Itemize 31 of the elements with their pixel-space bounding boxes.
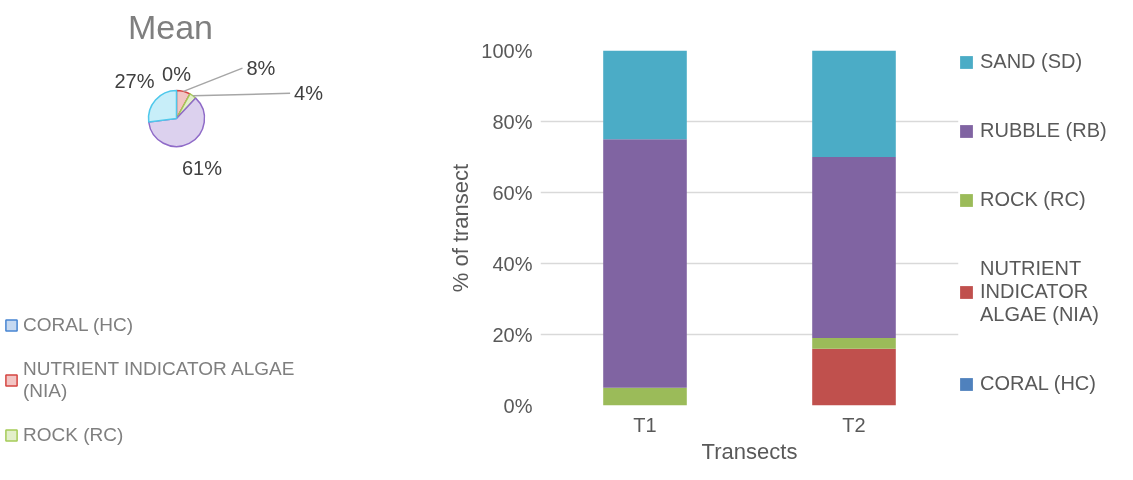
y-tick-label: 0% xyxy=(503,394,533,417)
bar xyxy=(812,338,896,349)
data-label: 27% xyxy=(114,70,155,93)
bar xyxy=(603,387,687,406)
bar xyxy=(603,50,687,140)
data-label: 4% xyxy=(294,82,324,105)
x-tick-label: T1 xyxy=(633,413,657,436)
legend-label: SAND (SD) xyxy=(980,50,1083,73)
bar xyxy=(812,348,896,406)
data-label: 61% xyxy=(181,157,223,180)
data-label: 8% xyxy=(246,57,276,80)
text: 0% xyxy=(162,62,191,85)
bar xyxy=(603,139,687,388)
y-tick-label: 100% xyxy=(481,39,533,62)
y-axis-title: % of transect xyxy=(448,163,474,293)
chart-title: Mean xyxy=(127,7,214,46)
bar xyxy=(812,157,896,339)
y-tick-label: 40% xyxy=(492,252,533,275)
x-axis-title: Transects xyxy=(701,438,798,464)
legend-label: NUTRIENT INDICATOR ALGAE (NIA) xyxy=(980,257,1099,326)
bar xyxy=(812,50,896,157)
legend-label: NUTRIENT INDICATOR ALGAE (NIA) xyxy=(23,358,295,402)
legend-label: ROCK (RC) xyxy=(980,188,1086,211)
legend-label: ROCK (RC) xyxy=(23,424,124,446)
legend-label: RUBBLE (RB) xyxy=(980,119,1107,142)
y-tick-label: 20% xyxy=(492,323,533,346)
legend-label: CORAL (HC) xyxy=(23,314,134,336)
legend-label: CORAL (HC) xyxy=(980,372,1096,395)
y-tick-label: 80% xyxy=(492,110,533,133)
y-tick-label: 60% xyxy=(492,181,533,204)
x-tick-label: T2 xyxy=(842,413,866,436)
